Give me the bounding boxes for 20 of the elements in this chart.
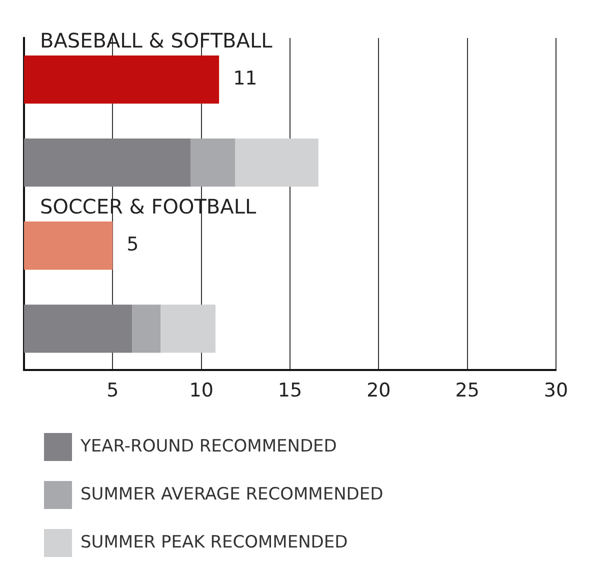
x-tick-label: 25	[455, 380, 480, 402]
x-tick-label: 30	[544, 380, 568, 402]
data-label: 11	[233, 67, 258, 90]
bar	[24, 222, 113, 270]
bar	[160, 304, 216, 353]
x-tick-label: 20	[366, 380, 391, 402]
legend-label: SUMMER AVERAGE RECOMMENDED	[80, 484, 384, 504]
legend-label: YEAR-ROUND RECOMMENDED	[80, 436, 337, 456]
x-tick-label: 15	[278, 380, 302, 402]
legend-label: SUMMER PEAK RECOMMENDED	[80, 532, 348, 552]
bar	[132, 304, 161, 353]
y-tick-label: BASEBALL & SOFTBALL	[40, 28, 274, 53]
bar	[190, 138, 236, 187]
bar	[24, 304, 132, 353]
bar	[24, 138, 191, 187]
x-tick-label: 10	[189, 380, 214, 402]
bar	[24, 55, 220, 104]
data-label: 5	[126, 234, 139, 256]
x-tick-label: 5	[106, 380, 119, 402]
bar	[235, 138, 318, 187]
